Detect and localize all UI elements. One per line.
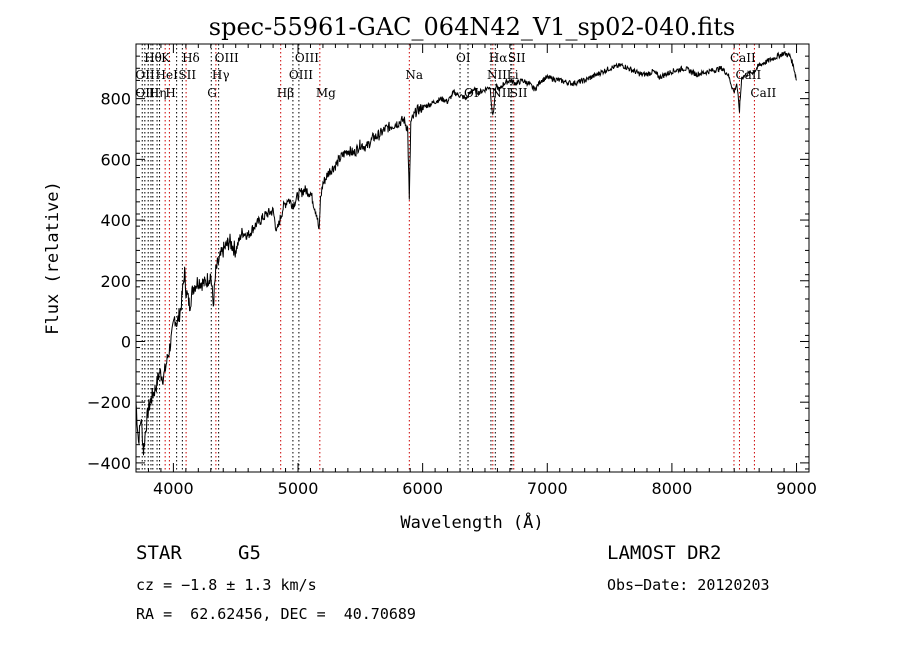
x-tick-label: 9000	[776, 479, 817, 498]
survey-name: LAMOST DR2	[607, 542, 722, 564]
spectral-line-label: Mg	[316, 86, 336, 100]
spectral-line-label: G	[207, 86, 217, 100]
spectral-line-label: SII	[508, 51, 526, 65]
spectral-line-label: Hα	[489, 51, 508, 65]
flux-line	[135, 51, 797, 456]
plot-frame	[135, 43, 810, 473]
spectral-line-label: SII	[178, 68, 196, 82]
spectral-line-label: OIII	[289, 68, 313, 82]
spectral-line-label: CaII	[750, 86, 776, 100]
y-tick-label: 400	[100, 211, 131, 230]
redshift-text: cz = −1.8 ± 1.3 km/s	[136, 576, 317, 594]
y-tick-label: 600	[100, 150, 131, 169]
spectral-line-label: Hγ	[212, 68, 230, 82]
spectral-line-label: CaII	[730, 51, 756, 65]
y-tick-label: 200	[100, 272, 131, 291]
spectral-line-label: Hβ	[277, 86, 294, 100]
flux-series	[135, 51, 797, 456]
spectral-line-label: SII	[510, 86, 528, 100]
spectral-line-label: OIII	[135, 86, 159, 100]
y-tick-label: 800	[100, 90, 131, 109]
coordinates-text: RA = 62.62456, DEC = 40.70689	[136, 605, 416, 623]
spectral-subclass: G5	[238, 542, 261, 564]
spectral-line-label: CaII	[735, 68, 761, 82]
y-tick-label: −200	[87, 393, 131, 412]
spectral-line-label: K	[161, 51, 171, 65]
chart-title: spec-55961-GAC_064N42_V1_sp02-040.fits	[209, 13, 735, 41]
spectral-line-label: OIII	[215, 51, 239, 65]
spectral-line-label: Li	[507, 68, 519, 82]
obs-date-text: Obs−Date: 20120203	[607, 576, 770, 594]
x-tick-label: 5000	[278, 479, 319, 498]
spectral-line-label: NII	[487, 68, 507, 82]
spectral-line-label: OI	[456, 51, 471, 65]
spectral-line-label: OII	[135, 68, 155, 82]
object-class: STAR	[136, 542, 182, 564]
spectral-line-label: Na	[405, 68, 423, 82]
spectral-line-label: HeI	[156, 68, 179, 82]
y-axis-label: Flux (relative)	[43, 181, 63, 335]
x-axis-label: Wavelength (Å)	[400, 511, 543, 533]
x-tick-label: 4000	[153, 479, 194, 498]
spectral-line-label: H	[165, 86, 175, 100]
y-tick-label: 0	[121, 332, 131, 351]
y-tick-label: −400	[87, 454, 131, 473]
spectral-line-label: Hη	[149, 86, 167, 100]
y-axis: −400 −200 0 200 400 600 800	[87, 43, 809, 473]
x-tick-label: 7000	[527, 479, 568, 498]
x-axis: 4000 5000 6000 7000 8000 9000	[135, 44, 817, 498]
spectral-line-markers	[141, 44, 755, 472]
x-tick-label: 8000	[652, 479, 693, 498]
spectral-line-label: NII	[491, 86, 511, 100]
spectral-line-label: OIII	[295, 51, 319, 65]
spectral-line-label: Hθ	[144, 51, 162, 65]
spectral-line-label: Hδ	[182, 51, 200, 65]
x-tick-label: 6000	[402, 479, 443, 498]
